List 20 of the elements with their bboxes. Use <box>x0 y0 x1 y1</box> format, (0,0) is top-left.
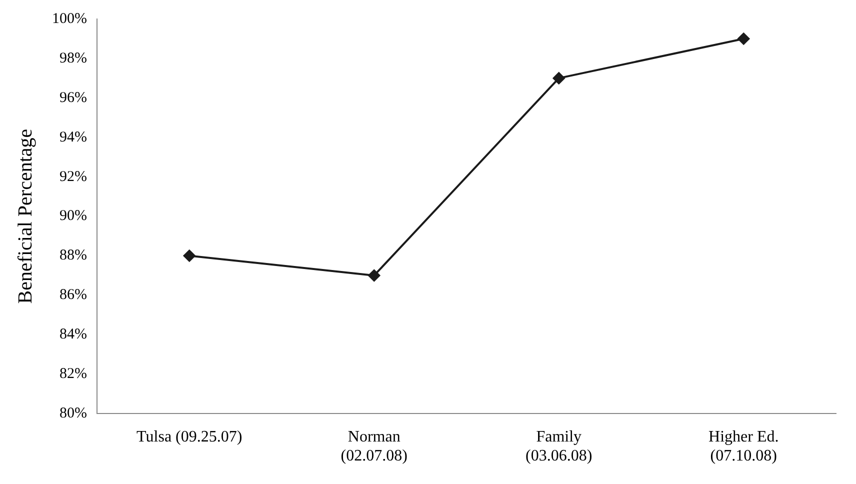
x-tick-label: Family (03.06.08) <box>526 428 592 465</box>
y-tick-label: 92% <box>59 168 87 185</box>
x-tick-label: Higher Ed. (07.10.08) <box>708 428 779 465</box>
y-tick-label: 94% <box>59 129 87 146</box>
x-tick-label: Tulsa (09.25.07) <box>136 428 242 446</box>
y-tick-label: 96% <box>59 90 87 106</box>
y-axis-title: Beneficial Percentage <box>14 128 36 304</box>
y-tick-label: 100% <box>52 10 87 27</box>
point <box>183 250 196 262</box>
y-tick-label: 90% <box>59 208 87 224</box>
y-tick-label: 82% <box>59 366 87 382</box>
x-tick-label: Norman (02.07.08) <box>340 428 408 465</box>
y-tick-label: 86% <box>59 287 87 304</box>
y-tick-label: 98% <box>59 50 87 66</box>
point <box>738 32 750 45</box>
y-tick-label: 80% <box>59 406 87 422</box>
point <box>552 72 565 84</box>
y-tick-label: 84% <box>59 326 87 343</box>
y-tick-label: 88% <box>59 248 87 264</box>
point <box>368 269 380 282</box>
